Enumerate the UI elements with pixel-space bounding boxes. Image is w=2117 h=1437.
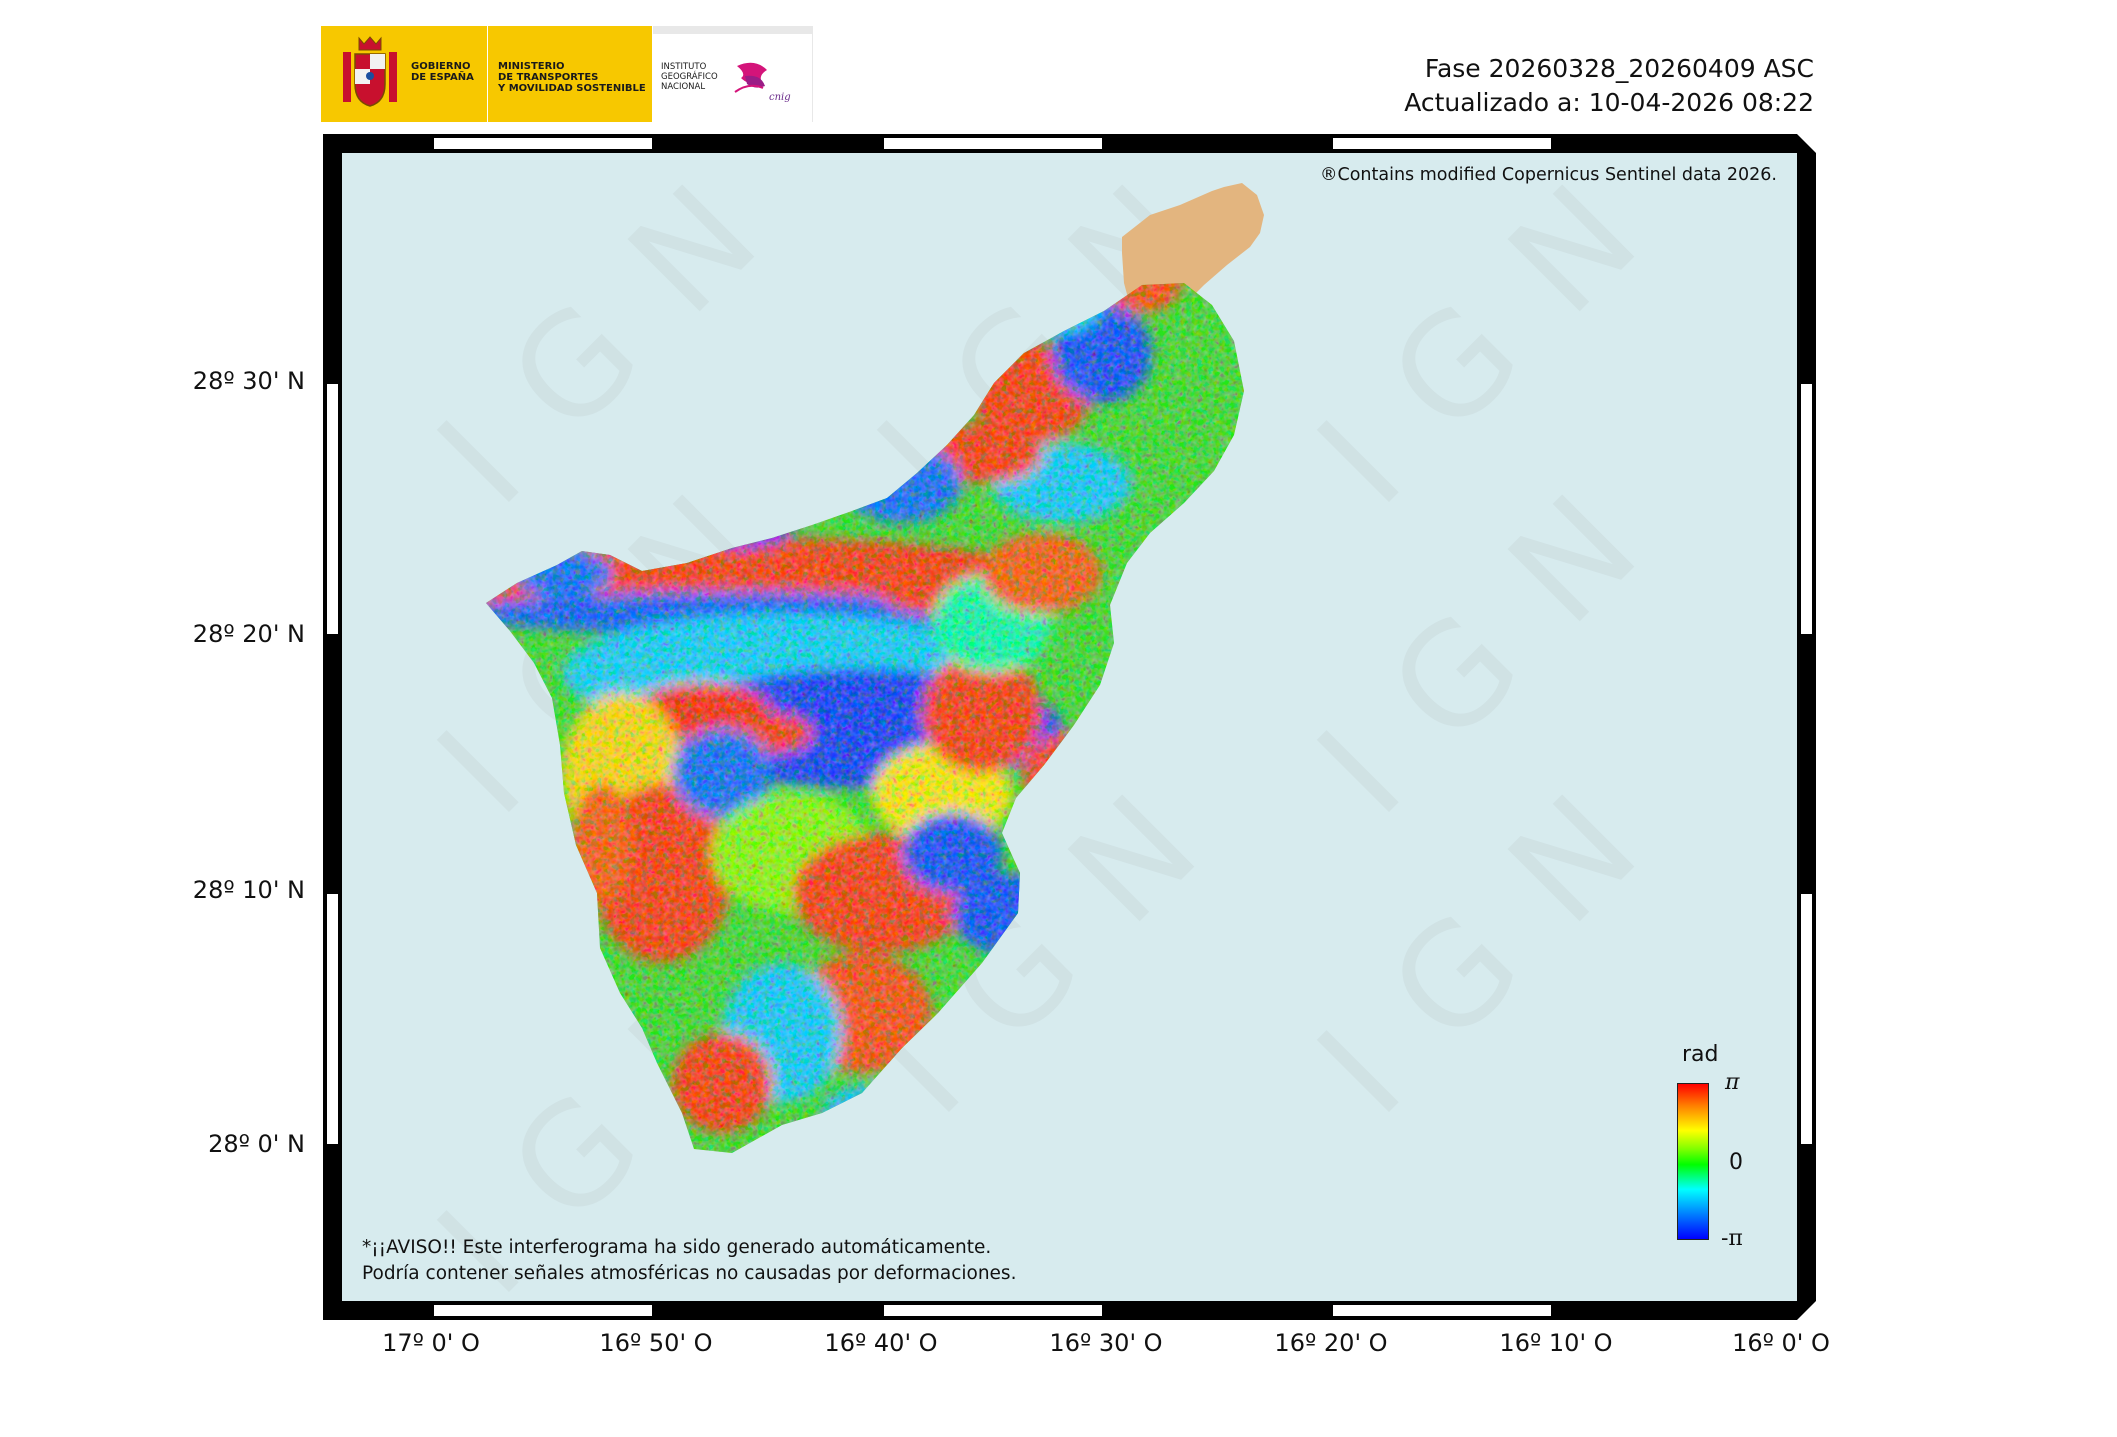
frame-tick (1801, 894, 1812, 1144)
frame-tick (1333, 138, 1551, 149)
frame-tick (1333, 1305, 1551, 1316)
ministry-logo-text: MINISTERIO DE TRANSPORTES Y MOVILIDAD SO… (498, 61, 646, 94)
cnig-mark-icon: cnig (734, 62, 791, 103)
island-interferogram (486, 183, 1264, 1153)
longitude-label: 16º 10' O (1499, 1329, 1613, 1357)
warning-line-1: *¡¡AVISO!! Este interferograma ha sido g… (362, 1237, 992, 1258)
institutional-logos: GOBIERNO DE ESPAÑA MINISTERIO DE TRANSPO… (321, 26, 813, 122)
latitude-label: 28º 0' N (208, 1130, 305, 1158)
warning-line-2: Podría contener señales atmosféricas no … (362, 1263, 1017, 1284)
map-frame: IGN IGN IGN IGN IGN IGN IGN IGN (323, 134, 1816, 1320)
longitude-label: 16º 30' O (1049, 1329, 1163, 1357)
longitude-label: 16º 20' O (1274, 1329, 1388, 1357)
longitude-label: 17º 0' O (382, 1329, 480, 1357)
gobierno-logo: GOBIERNO DE ESPAÑA (321, 26, 487, 122)
frame-tick (884, 1305, 1102, 1316)
updated-timestamp: Actualizado a: 10-04-2026 08:22 (1404, 88, 1814, 117)
interferogram-map[interactable]: IGN IGN IGN IGN IGN IGN IGN IGN (342, 153, 1797, 1301)
automatic-warning: *¡¡AVISO!! Este interferograma ha sido g… (362, 1235, 1016, 1287)
frame-tick (434, 138, 652, 149)
coat-of-arms-icon (343, 36, 397, 107)
ministry-logo: MINISTERIO DE TRANSPORTES Y MOVILIDAD SO… (488, 26, 652, 122)
latitude-label: 28º 20' N (192, 620, 305, 648)
longitude-label: 16º 50' O (599, 1329, 713, 1357)
frame-corner (1797, 134, 1816, 153)
frame-tick (327, 894, 338, 1144)
frame-tick (884, 138, 1102, 149)
gobierno-logo-text: GOBIERNO DE ESPAÑA (411, 61, 474, 83)
latitude-label: 28º 10' N (192, 876, 305, 904)
masked-anaga-area (1120, 183, 1264, 418)
frame-tick (1801, 384, 1812, 634)
copyright-notice: ®Contains modified Copernicus Sentinel d… (1319, 165, 1777, 185)
frame-tick (327, 384, 338, 634)
longitude-label: 16º 40' O (824, 1329, 938, 1357)
latitude-label: 28º 30' N (192, 367, 305, 395)
ign-logo: INSTITUTO GEOGRÁFICO NACIONAL cnig (653, 26, 813, 122)
cnig-logo-text: cnig (769, 92, 791, 103)
longitude-label: 16º 0' O (1732, 1329, 1830, 1357)
frame-tick (434, 1305, 652, 1316)
phase-title: Fase 20260328_20260409 ASC (1424, 54, 1814, 83)
frame-corner (1797, 1301, 1816, 1320)
ign-logo-text: INSTITUTO GEOGRÁFICO NACIONAL (661, 62, 718, 92)
